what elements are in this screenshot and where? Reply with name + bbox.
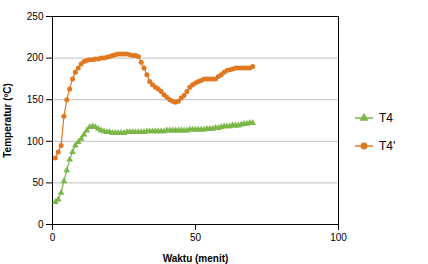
svg-text:100: 100 (27, 136, 44, 147)
svg-text:0: 0 (38, 219, 44, 230)
svg-text:100: 100 (330, 232, 347, 243)
svg-text:Temperatur (ºC): Temperatur (ºC) (2, 83, 13, 158)
html-text:T4: T4 (379, 111, 393, 125)
svg-text:150: 150 (27, 94, 44, 105)
svg-text:200: 200 (27, 52, 44, 63)
svg-text:250: 250 (27, 11, 44, 22)
svg-text:50: 50 (32, 177, 44, 188)
html-text:T4': T4' (379, 139, 396, 153)
svg-text:0: 0 (50, 232, 56, 243)
svg-text:50: 50 (190, 232, 202, 243)
svg-text:Waktu (menit): Waktu (menit) (163, 253, 229, 264)
